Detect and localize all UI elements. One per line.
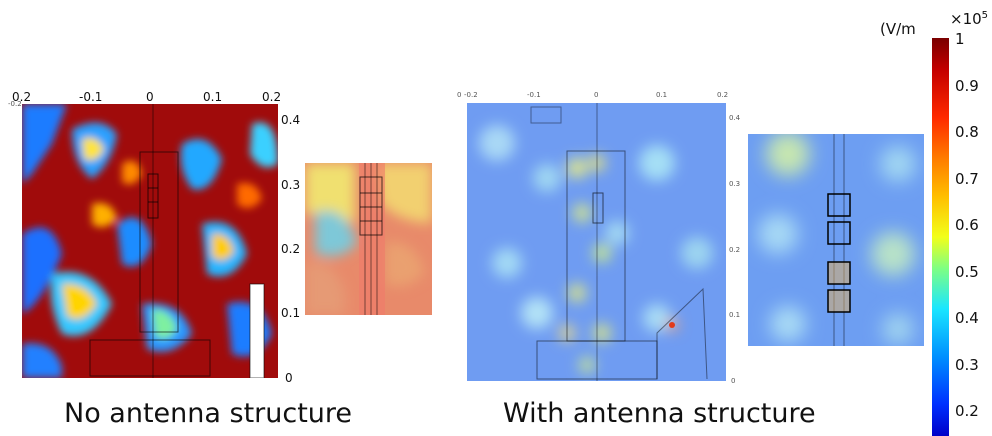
left-right-tick-2: 0.2 [281,242,301,256]
right-zoom-inset [748,134,924,346]
left-top-tick-0: 0.2 [12,90,32,104]
left-field-map [22,104,278,378]
right-caption: With antenna structure [503,398,816,429]
left-right-tick-0: 0.4 [281,113,301,127]
left-field-plot [22,104,278,378]
colorbar-tick-5: 0.5 [955,263,979,281]
left-right-tick-3: 0.1 [281,306,301,320]
left-zoom-inset [305,163,432,315]
colorbar [932,38,949,436]
left-top-tick-3: 0.1 [203,90,223,104]
left-top-tick-4: 0.2 [262,90,282,104]
right-top-tick-2: -0.1 [527,91,541,99]
right-top-tick-1: -0.2 [464,91,478,99]
left-right-tick-4: 0 [285,371,293,385]
colorbar-tick-6: 0.4 [955,309,979,327]
right-top-tick-3: 0 [594,91,599,99]
colorbar-tick-1: 0.9 [955,77,979,95]
right-right-tick-4: 0 [731,377,736,385]
right-right-tick-0: 0.4 [729,114,741,122]
colorbar-exponent: ×105 [950,10,988,28]
right-top-tick-0: 0 [457,91,462,99]
right-zoom-field-map [748,134,924,346]
colorbar-exponent-base: ×10 [950,10,982,28]
colorbar-tick-0: 1 [955,30,965,48]
colorbar-tick-3: 0.7 [955,170,979,188]
left-top-tick-extra: -0.2 [8,100,22,108]
colorbar-unit: (V/m [880,20,916,38]
left-top-tick-2: 0 [146,90,154,104]
colorbar-exponent-power: 5 [981,10,989,21]
colorbar-tick-8: 0.2 [955,402,979,420]
left-right-tick-1: 0.3 [281,178,301,192]
right-top-tick-5: 0.2 [717,91,729,99]
right-right-tick-2: 0.2 [729,246,741,254]
colorbar-tick-4: 0.6 [955,216,979,234]
left-caption: No antenna structure [64,398,353,429]
right-field-plot [467,103,726,381]
left-zoom-field-map [305,163,432,315]
left-top-tick-1: -0.1 [79,90,103,104]
right-right-tick-1: 0.3 [729,180,741,188]
colorbar-tick-2: 0.8 [955,123,979,141]
right-right-tick-3: 0.1 [729,311,741,319]
right-top-tick-4: 0.1 [656,91,668,99]
colorbar-tick-7: 0.3 [955,356,979,374]
right-field-map [467,103,726,381]
